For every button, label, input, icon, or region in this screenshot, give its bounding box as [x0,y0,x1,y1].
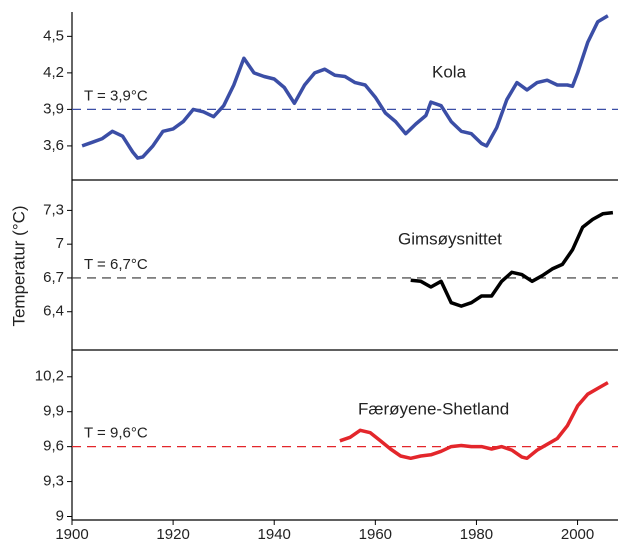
x-tick-label: 1920 [156,526,189,542]
y-tick-label: 9,3 [43,473,64,490]
series-label: Kola [432,62,467,81]
y-tick-label: 9 [56,507,64,524]
y-tick-label: 4,5 [43,27,64,44]
y-tick-label: 7,3 [43,201,64,218]
y-tick-label: 6,7 [43,269,64,286]
data-line [81,14,609,160]
x-tick-label: 1960 [359,526,392,542]
y-tick-label: 9,9 [43,403,64,420]
reference-label: T = 3,9°C [84,87,148,104]
y-tick-label: 10,2 [35,368,64,385]
y-tick-label: 4,2 [43,64,64,81]
y-tick-label: 6,4 [43,303,64,320]
series-label: Gimsøysnittet [398,229,502,248]
y-tick-label: 7 [56,235,64,252]
x-tick-label: 1980 [460,526,493,542]
y-tick-label: 3,6 [43,137,64,154]
reference-label: T = 9,6°C [84,425,148,442]
y-axis-title: Temperatur (°C) [9,205,28,326]
data-line [339,381,609,461]
series-label: Færøyene-Shetland [358,399,509,418]
y-tick-label: 3,9 [43,100,64,117]
y-tick-label: 9,6 [43,438,64,455]
x-tick-label: 2000 [561,526,594,542]
reference-label: T = 6,7°C [84,256,148,273]
x-tick-label: 1900 [55,526,88,542]
data-line [410,210,614,308]
x-tick-label: 1940 [258,526,291,542]
